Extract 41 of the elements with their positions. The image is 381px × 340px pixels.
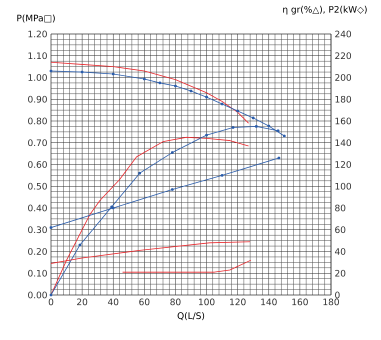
y2-tick-label: 40 xyxy=(334,248,346,255)
y2-tick-label: 180 xyxy=(336,96,352,103)
y2-tick-label: 240 xyxy=(335,30,352,38)
y-tick-label: 1.00 xyxy=(28,74,47,81)
y-tick-label: 0.30 xyxy=(28,226,47,234)
x-tick-label: 120 xyxy=(230,298,246,306)
y-tick-label: 1.20 xyxy=(28,30,47,38)
y2-tick-label: 0 xyxy=(335,292,340,298)
y2-tick-label: 140 xyxy=(336,139,352,146)
x-tick-label: 20 xyxy=(77,298,88,306)
x-tick-label: 80 xyxy=(170,298,181,306)
y2-axis-title: η gr(%△), P2(kW◇) xyxy=(283,6,367,14)
y2-tick-label: 20 xyxy=(335,270,346,277)
y-tick-label: 0.50 xyxy=(28,182,47,190)
x-tick-label: 60 xyxy=(139,298,150,306)
y2-tick-label: 100 xyxy=(336,182,352,190)
x-tick-label: 40 xyxy=(108,298,118,306)
y-tick-label: 0.90 xyxy=(28,96,47,103)
x-axis-title: Q(L/S) xyxy=(178,312,204,320)
y-tick-label: 0.00 xyxy=(28,292,47,298)
y-tick-label: 0.60 xyxy=(28,161,47,168)
y2-tick-label: 60 xyxy=(335,226,346,234)
line-series xyxy=(51,62,249,124)
y-tick-label: 1.10 xyxy=(28,52,47,60)
x-tick-label: 140 xyxy=(261,298,277,306)
y-tick-label: 0.70 xyxy=(28,139,47,146)
y-tick-label: 0.20 xyxy=(28,248,47,255)
x-tick-label: 180 xyxy=(323,298,339,306)
y2-tick-label: 160 xyxy=(336,118,352,124)
y-tick-label: 0.40 xyxy=(28,204,47,212)
x-tick-label: 160 xyxy=(292,298,308,306)
x-tick-label: 100 xyxy=(198,298,215,306)
y2-tick-label: 220 xyxy=(335,52,352,60)
x-tick-label: 0 xyxy=(48,298,54,306)
y2-tick-label: 120 xyxy=(336,161,352,168)
line-series xyxy=(51,136,249,295)
y-tick-label: 0.80 xyxy=(28,118,47,124)
y-tick-label: 0.10 xyxy=(28,270,47,277)
y2-tick-label: 80 xyxy=(335,204,346,212)
y-axis-title: P(MPa□) xyxy=(17,14,55,22)
y2-tick-label: 200 xyxy=(335,74,352,81)
